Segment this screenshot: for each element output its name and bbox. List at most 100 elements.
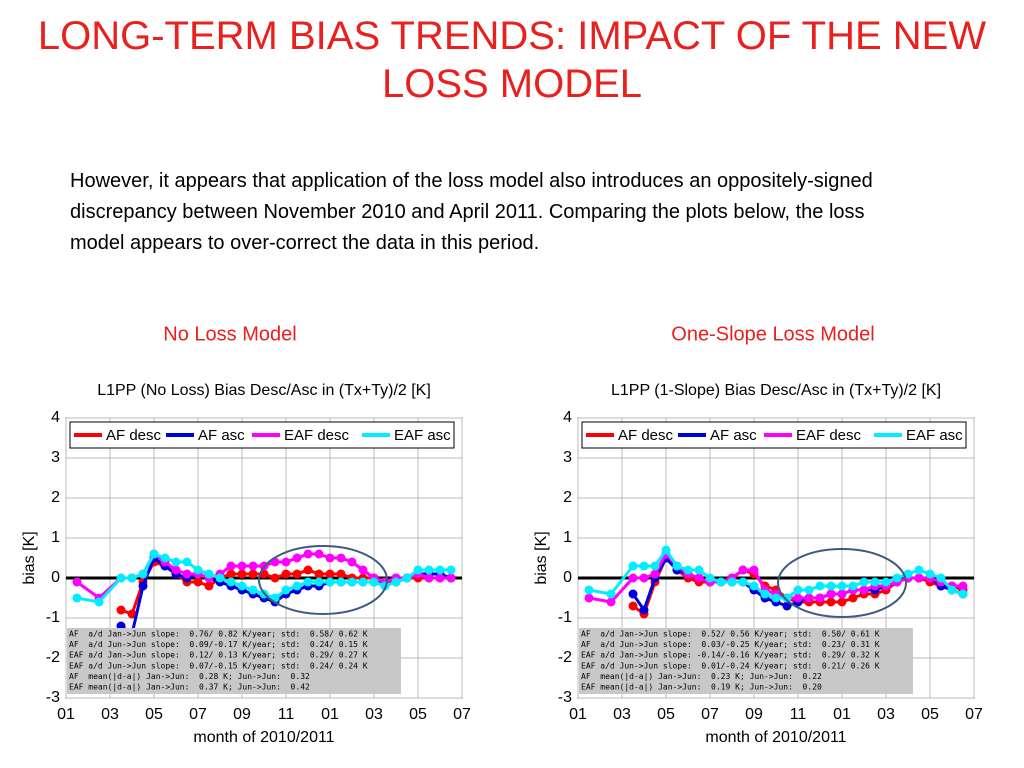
data-point (369, 577, 379, 587)
data-point (716, 577, 726, 587)
data-point (336, 569, 346, 579)
data-point (171, 557, 181, 567)
data-point (292, 581, 302, 591)
data-point (204, 569, 214, 579)
data-point (837, 581, 847, 591)
data-point (738, 565, 748, 575)
data-point (738, 577, 748, 587)
x-tick-label: 11 (790, 706, 807, 723)
stats-line: AF a/d Jan->Jun slope: 0.52/ 0.56 K/year… (581, 630, 880, 639)
data-point (826, 581, 836, 591)
data-point (683, 565, 693, 575)
x-tick-label: 11 (278, 706, 295, 723)
x-tick-label: 07 (453, 706, 471, 723)
data-point (639, 605, 649, 615)
y-tick-label: -2 (558, 649, 572, 666)
x-tick-label: 05 (145, 706, 163, 723)
data-point (127, 609, 137, 619)
data-point (446, 573, 456, 583)
data-point (226, 577, 236, 587)
data-point (358, 565, 368, 575)
body-text: However, it appears that application of … (70, 170, 873, 254)
x-tick-label: 01 (321, 706, 339, 723)
data-point (325, 577, 335, 587)
y-tick-label: 0 (51, 569, 60, 586)
highlight-ellipse (258, 545, 388, 615)
data-point (358, 577, 368, 587)
x-tick-label: 09 (745, 706, 763, 723)
data-point (628, 561, 638, 571)
stats-line: EAF mean(|d-a|) Jan->Jun: 0.37 K; Jun->J… (69, 683, 310, 692)
data-point (270, 573, 280, 583)
data-point (628, 601, 638, 611)
data-point (826, 589, 836, 599)
data-point (193, 565, 203, 575)
x-tick-label: 03 (101, 706, 119, 723)
data-point (116, 573, 126, 583)
data-point (292, 569, 302, 579)
data-point (859, 585, 869, 595)
chart-title: L1PP (No Loss) Bias Desc/Asc in (Tx+Ty)/… (97, 382, 431, 399)
data-point (870, 577, 880, 587)
data-point (584, 585, 594, 595)
data-point (837, 597, 847, 607)
data-point (237, 569, 247, 579)
data-point (171, 565, 181, 575)
y-tick-label: 2 (563, 489, 572, 506)
x-tick-label: 07 (189, 706, 207, 723)
stats-line: AF a/d Jan->Jun slope: 0.76/ 0.82 K/year… (69, 630, 368, 639)
data-point (760, 589, 770, 599)
data-point (138, 581, 148, 591)
data-point (237, 561, 247, 571)
data-point (727, 577, 737, 587)
x-tick-label: 03 (365, 706, 383, 723)
data-point (182, 557, 192, 567)
stats-line: EAF a/d Jun->Jun slope: 0.01/-0.24 K/yea… (581, 661, 880, 670)
data-point (606, 597, 616, 607)
data-point (793, 593, 803, 603)
stats-line: EAF mean(|d-a|) Jan->Jun: 0.19 K; Jun->J… (581, 683, 822, 692)
data-point (446, 565, 456, 575)
legend-label: EAF desc (796, 427, 862, 444)
legend-label: AF asc (710, 427, 757, 444)
data-point (815, 581, 825, 591)
data-point (424, 573, 434, 583)
x-axis-label: month of 2010/2011 (193, 729, 334, 746)
stats-line: EAF a/d Jan->Jun slope: -0.14/-0.16 K/ye… (581, 651, 880, 660)
data-point (606, 589, 616, 599)
data-point (303, 577, 313, 587)
chart-caption: One-Slope Loss Model (671, 323, 874, 345)
highlight-ellipse (777, 548, 907, 618)
data-point (303, 549, 313, 559)
data-point (848, 593, 858, 603)
x-axis-label: month of 2010/2011 (705, 729, 846, 746)
y-tick-label: -3 (558, 689, 572, 706)
stats-box (67, 628, 401, 694)
data-point (705, 573, 715, 583)
data-point (237, 581, 247, 591)
x-tick-label: 01 (57, 706, 75, 723)
data-point (815, 593, 825, 603)
data-point (347, 557, 357, 567)
data-point (303, 565, 313, 575)
data-point (650, 569, 660, 579)
data-point (413, 565, 423, 575)
stats-line: AF mean(|d-a|) Jan->Jun: 0.23 K; Jun->Ju… (581, 672, 822, 681)
x-tick-label: 05 (657, 706, 675, 723)
data-point (925, 569, 935, 579)
data-point (347, 577, 357, 587)
data-point (94, 597, 104, 607)
data-point (149, 549, 159, 559)
data-point (947, 585, 957, 595)
data-point (314, 569, 324, 579)
data-point (848, 581, 858, 591)
y-tick-label: 0 (563, 569, 572, 586)
data-point (281, 569, 291, 579)
data-point (391, 577, 401, 587)
y-tick-label: 1 (563, 529, 572, 546)
data-point (859, 577, 869, 587)
x-tick-label: 09 (233, 706, 251, 723)
data-point (226, 569, 236, 579)
data-point (793, 585, 803, 595)
